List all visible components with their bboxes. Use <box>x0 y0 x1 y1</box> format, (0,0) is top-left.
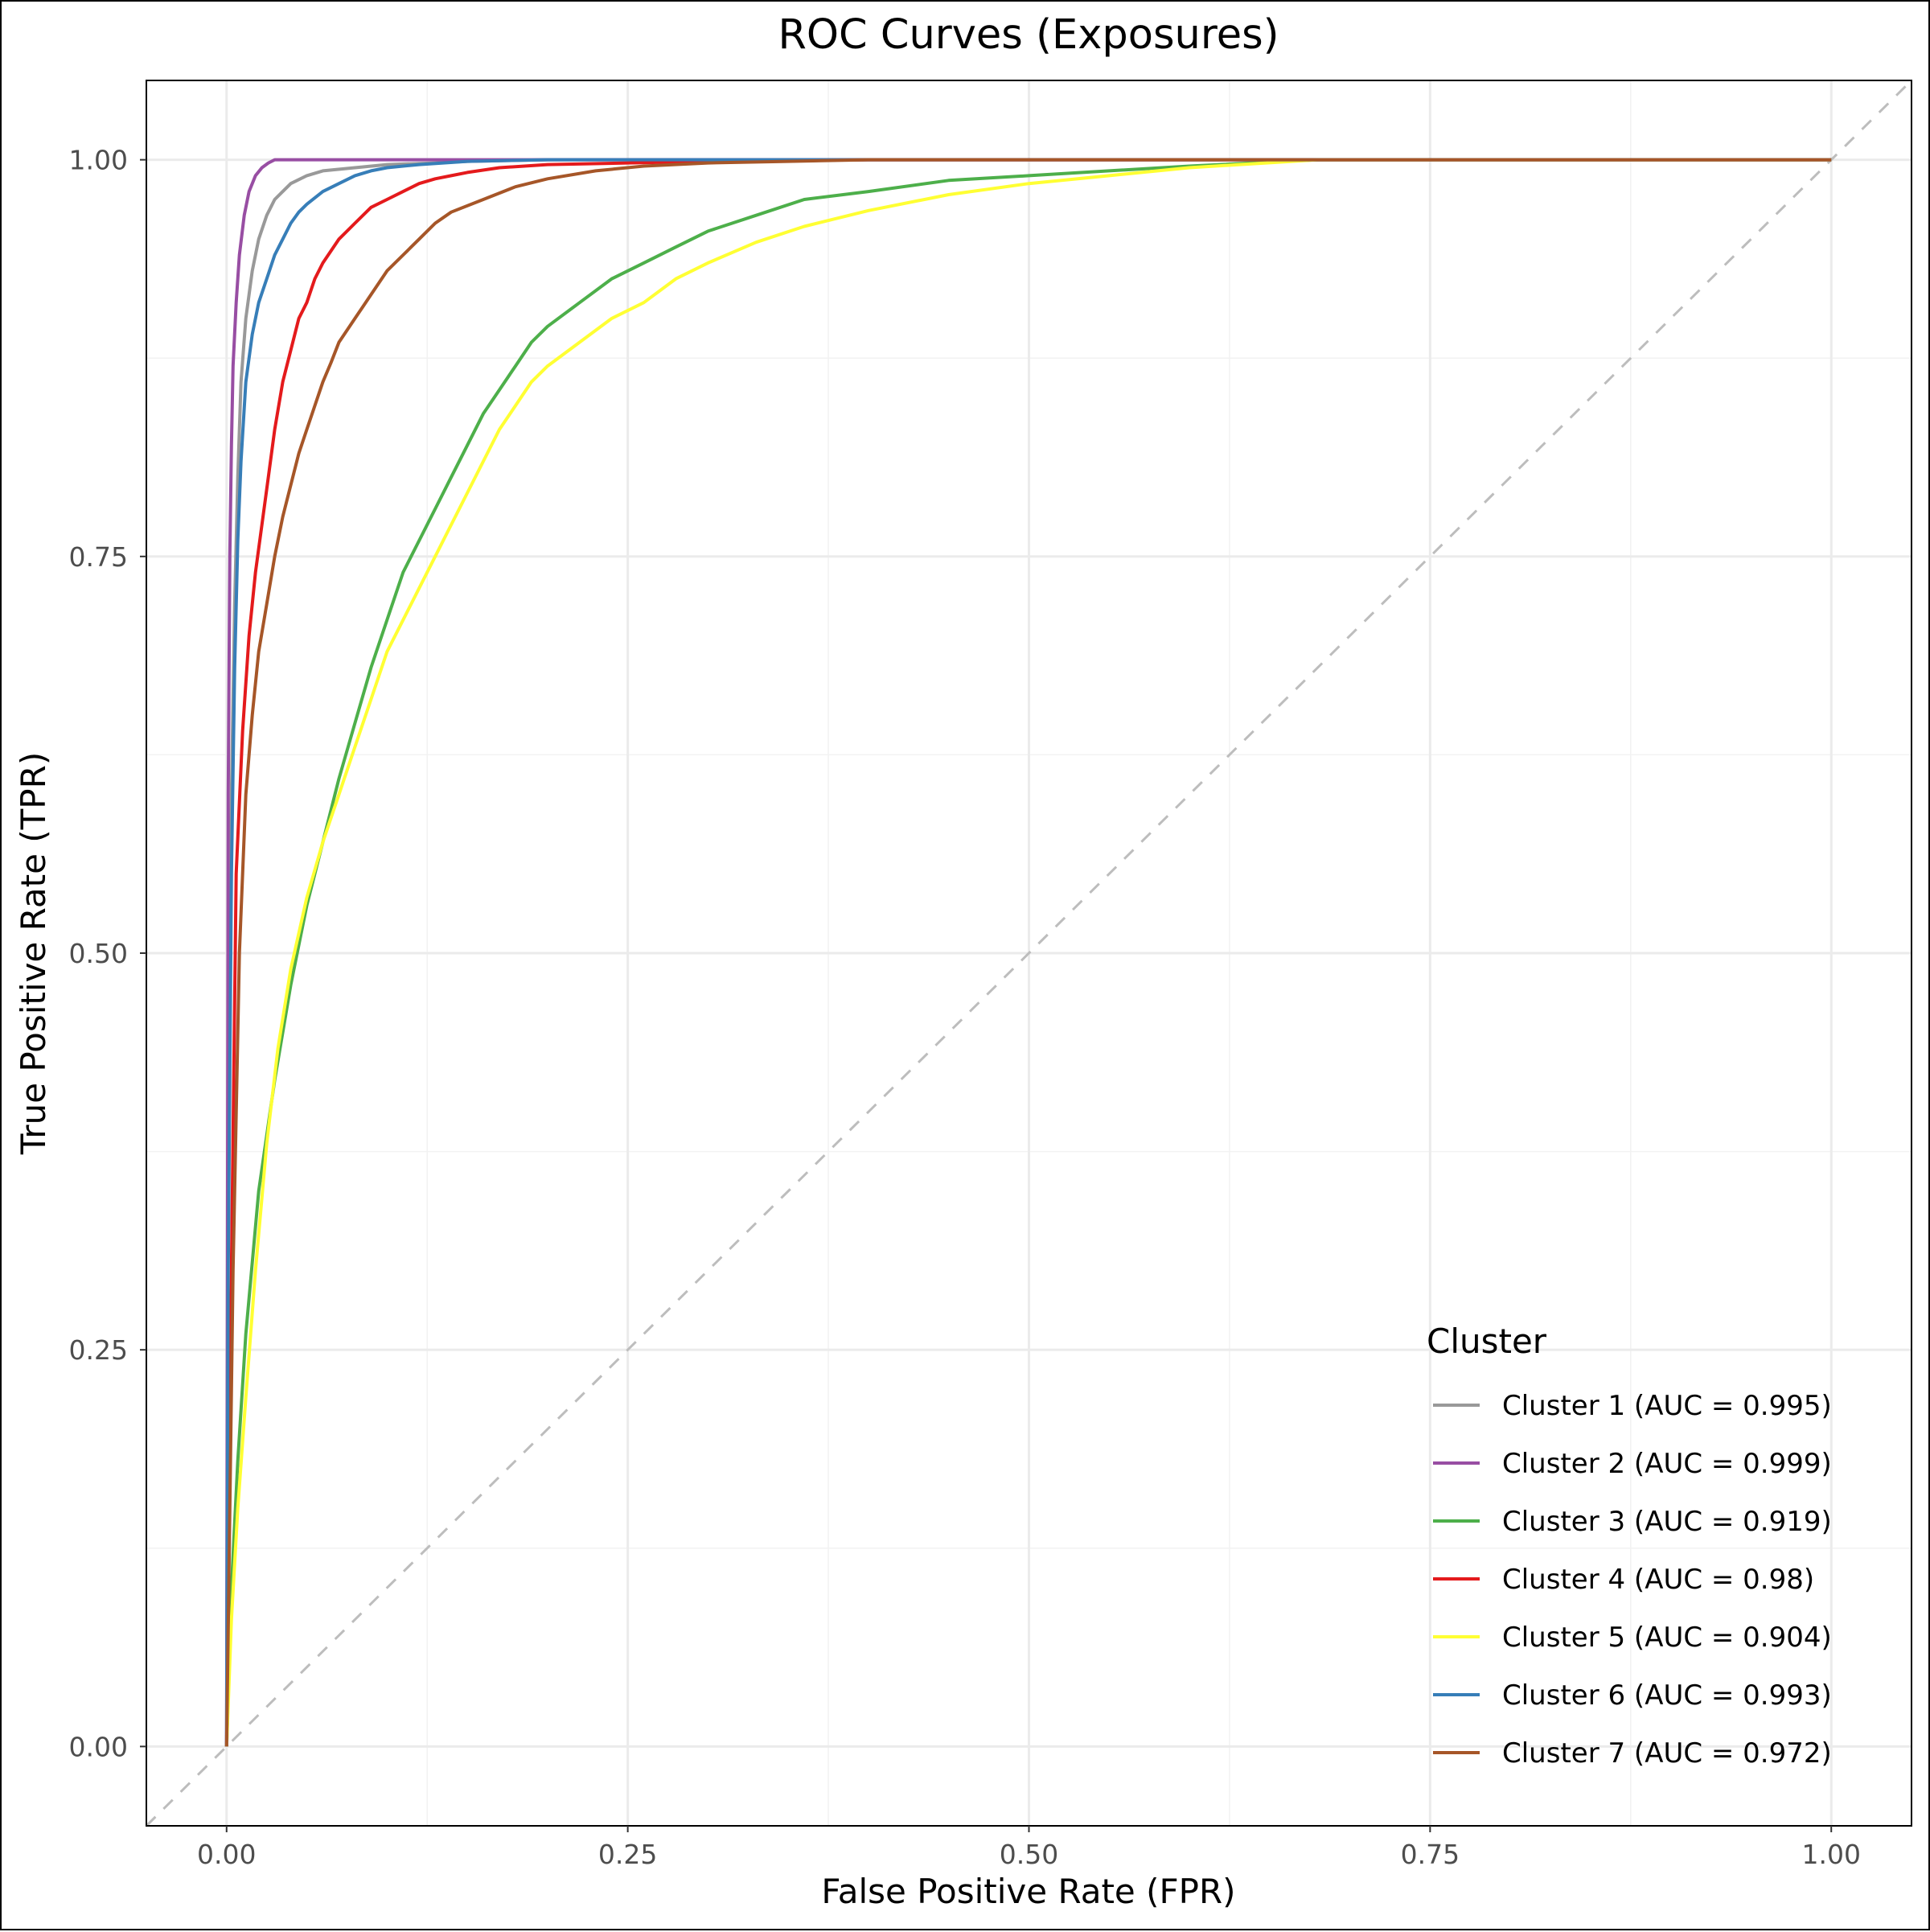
legend-label-cluster-2: Cluster 2 (AUC = 0.999) <box>1502 1448 1832 1480</box>
y-tick-label: 0.00 <box>69 1731 128 1762</box>
legend-label-cluster-1: Cluster 1 (AUC = 0.995) <box>1502 1390 1832 1422</box>
x-tick-label: 1.00 <box>1801 1839 1860 1870</box>
x-tick-label: 0.75 <box>1401 1839 1460 1870</box>
x-tick-label: 0.50 <box>1000 1839 1058 1870</box>
series-line-cluster-2 <box>224 158 1832 1747</box>
chart-title: ROC Curves (Exposures) <box>778 11 1279 59</box>
x-axis-ticks: 0.00 0.25 0.50 0.75 1.00 <box>197 1826 1861 1870</box>
series-line-cluster-6 <box>224 158 1832 1747</box>
series-line-cluster-7 <box>224 158 1832 1747</box>
legend-label-cluster-7: Cluster 7 (AUC = 0.972) <box>1502 1737 1832 1770</box>
y-tick-label: 0.75 <box>69 541 128 573</box>
y-axis-ticks: 0.00 0.25 0.50 0.75 1.00 <box>69 145 146 1762</box>
series-lines <box>224 158 1832 1747</box>
legend-title: Cluster <box>1427 1322 1547 1361</box>
legend-label-cluster-5: Cluster 5 (AUC = 0.904) <box>1502 1622 1832 1654</box>
series-line-cluster-4 <box>224 158 1832 1747</box>
y-tick-label: 0.50 <box>69 938 128 969</box>
series-line-cluster-3 <box>224 158 1832 1747</box>
legend-label-cluster-3: Cluster 3 (AUC = 0.919) <box>1502 1506 1832 1538</box>
reference-diagonal-line <box>145 79 1913 1827</box>
reference-diagonal <box>145 79 1913 1827</box>
legend: Cluster Cluster 1 (AUC = 0.995) Cluster 2… <box>1427 1322 1832 1770</box>
x-tick-label: 0.00 <box>197 1839 256 1870</box>
y-tick-label: 1.00 <box>69 145 128 176</box>
legend-label-cluster-4: Cluster 4 (AUC = 0.98) <box>1502 1564 1814 1596</box>
legend-label-cluster-6: Cluster 6 (AUC = 0.993) <box>1502 1679 1832 1712</box>
x-tick-label: 0.25 <box>598 1839 657 1870</box>
series-line-cluster-5 <box>224 158 1832 1747</box>
x-axis-title: False Positive Rate (FPR) <box>821 1872 1235 1911</box>
y-tick-label: 0.25 <box>69 1334 128 1366</box>
y-axis-title: True Positive Rate (TPR) <box>14 752 53 1155</box>
